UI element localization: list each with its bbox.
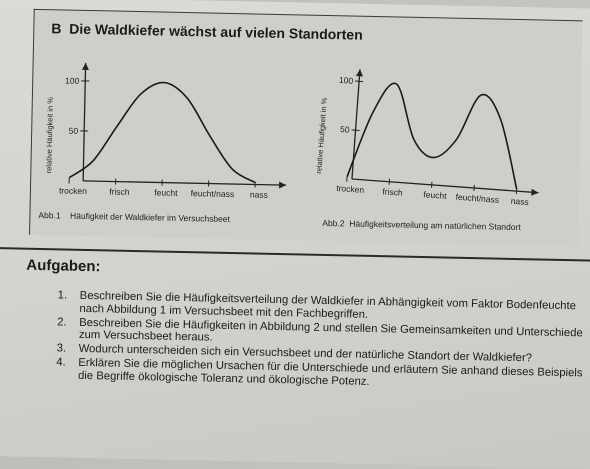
series-1-curve: [69, 81, 257, 183]
x-axis-arrow: [531, 189, 538, 196]
task-number: 1.: [58, 289, 68, 302]
y-tick: [355, 81, 363, 82]
x-tick-label: trocken: [59, 185, 87, 196]
y-axis-label: relative Häufigkeit in %: [44, 97, 55, 174]
x-tick-label: feucht/nass: [191, 188, 235, 199]
x-tick-label: feucht: [423, 189, 447, 201]
task-number: 2.: [57, 316, 67, 329]
tasks-list: 1. Beschreiben Sie die Häufigkeitsverteil…: [56, 289, 588, 394]
x-tick-label: nass: [250, 189, 268, 199]
x-tick-label: frisch: [382, 186, 403, 197]
x-axis-arrow: [279, 182, 286, 189]
series-2-curve: [347, 80, 524, 189]
y-tick-label: 50: [340, 124, 350, 135]
caption-2-num: Abb.2: [322, 218, 344, 228]
y-axis-arrow: [82, 63, 89, 70]
y-axis-label: relative Häufigkeit in %: [314, 97, 329, 174]
x-tick-label: feucht/nass: [455, 192, 499, 205]
task-text: Beschreiben Sie die Häufigkeitsverteilun…: [79, 290, 576, 321]
y-tick-label: 50: [69, 126, 79, 136]
x-tick-label: frisch: [109, 186, 130, 196]
y-tick-label: 100: [65, 76, 80, 86]
caption-1-num: Abb.1: [38, 210, 60, 220]
tasks-heading: Aufgaben:: [26, 257, 101, 276]
y-tick-label: 100: [339, 75, 354, 86]
figure-box: B Die Waldkiefer wächst auf vielen Stand…: [29, 9, 583, 246]
y-tick: [352, 130, 360, 131]
y-axis-arrow: [356, 69, 363, 76]
task-number: 4.: [56, 356, 66, 369]
task-number: 3.: [56, 343, 66, 356]
chart-2: 50 100 relative Häufigkeit in % trocken fris…: [313, 67, 547, 208]
x-tick-label: feucht: [154, 187, 178, 197]
x-tick-label: nass: [510, 196, 529, 207]
x-tick-label: trocken: [336, 183, 365, 195]
